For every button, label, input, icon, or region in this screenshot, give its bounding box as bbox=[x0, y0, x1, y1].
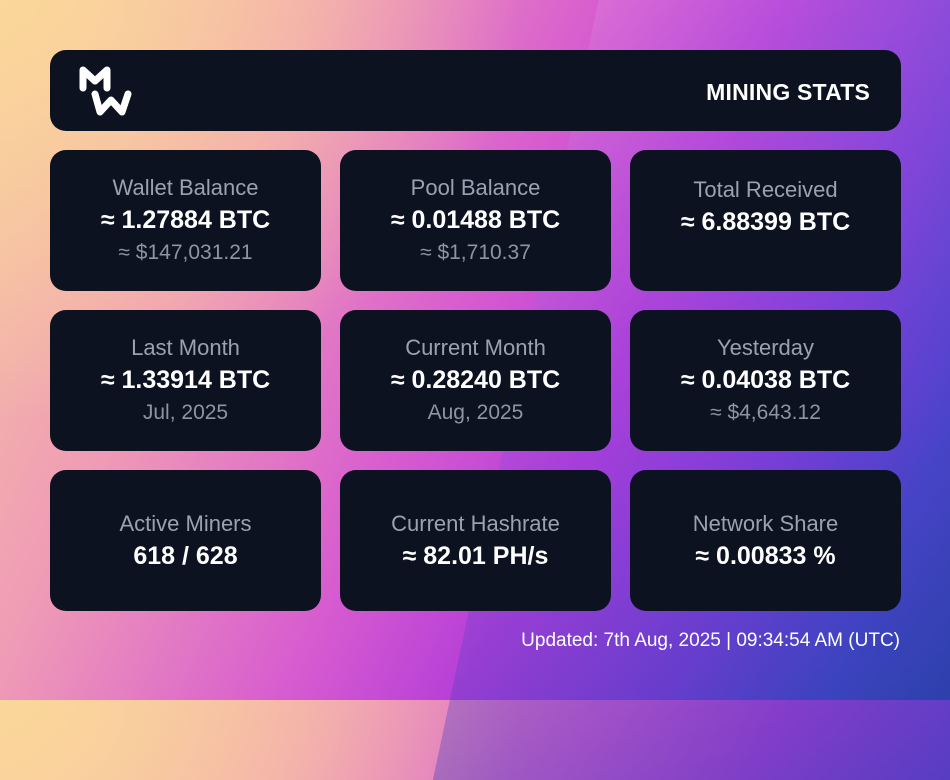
card-value: ≈ 82.01 PH/s bbox=[402, 542, 549, 570]
card-value: ≈ 0.01488 BTC bbox=[390, 206, 561, 234]
card-label: Yesterday bbox=[716, 335, 815, 360]
card-sub: Jul, 2025 bbox=[142, 401, 229, 424]
last-month-card: Last Month ≈ 1.33914 BTC Jul, 2025 bbox=[50, 310, 321, 451]
card-label: Pool Balance bbox=[410, 175, 541, 200]
card-value: ≈ 0.04038 BTC bbox=[680, 366, 851, 394]
current-hashrate-card: Current Hashrate ≈ 82.01 PH/s bbox=[340, 470, 611, 611]
wallet-balance-card: Wallet Balance ≈ 1.27884 BTC ≈ $147,031.… bbox=[50, 150, 321, 291]
card-label: Current Hashrate bbox=[391, 511, 560, 536]
current-month-card: Current Month ≈ 0.28240 BTC Aug, 2025 bbox=[340, 310, 611, 451]
updated-timestamp: Updated: 7th Aug, 2025 | 09:34:54 AM (UT… bbox=[521, 630, 900, 651]
header-bar: MINING STATS bbox=[50, 50, 901, 131]
mw-logo-icon bbox=[79, 66, 132, 116]
card-value: 618 / 628 bbox=[133, 542, 238, 570]
card-value: ≈ 6.88399 BTC bbox=[680, 208, 851, 236]
card-sub: ≈ $147,031.21 bbox=[118, 241, 253, 264]
page-title: MINING STATS bbox=[706, 79, 870, 105]
card-label: Active Miners bbox=[119, 511, 252, 536]
card-label: Total Received bbox=[693, 177, 838, 202]
card-value: ≈ 0.28240 BTC bbox=[390, 366, 561, 394]
card-value: ≈ 1.27884 BTC bbox=[100, 206, 271, 234]
pool-balance-card: Pool Balance ≈ 0.01488 BTC ≈ $1,710.37 bbox=[340, 150, 611, 291]
card-value: ≈ 0.00833 % bbox=[695, 542, 836, 570]
total-received-card: Total Received ≈ 6.88399 BTC bbox=[630, 150, 901, 291]
card-sub: ≈ $1,710.37 bbox=[420, 241, 531, 264]
card-value: ≈ 1.33914 BTC bbox=[100, 366, 271, 394]
card-label: Network Share bbox=[692, 511, 839, 536]
network-share-card: Network Share ≈ 0.00833 % bbox=[630, 470, 901, 611]
card-sub: Aug, 2025 bbox=[427, 401, 524, 424]
yesterday-card: Yesterday ≈ 0.04038 BTC ≈ $4,643.12 bbox=[630, 310, 901, 451]
card-label: Last Month bbox=[131, 335, 240, 360]
card-label: Wallet Balance bbox=[112, 175, 259, 200]
active-miners-card: Active Miners 618 / 628 bbox=[50, 470, 321, 611]
stats-grid: Wallet Balance ≈ 1.27884 BTC ≈ $147,031.… bbox=[50, 150, 901, 611]
card-sub: ≈ $4,643.12 bbox=[710, 401, 821, 424]
card-label: Current Month bbox=[405, 335, 546, 360]
